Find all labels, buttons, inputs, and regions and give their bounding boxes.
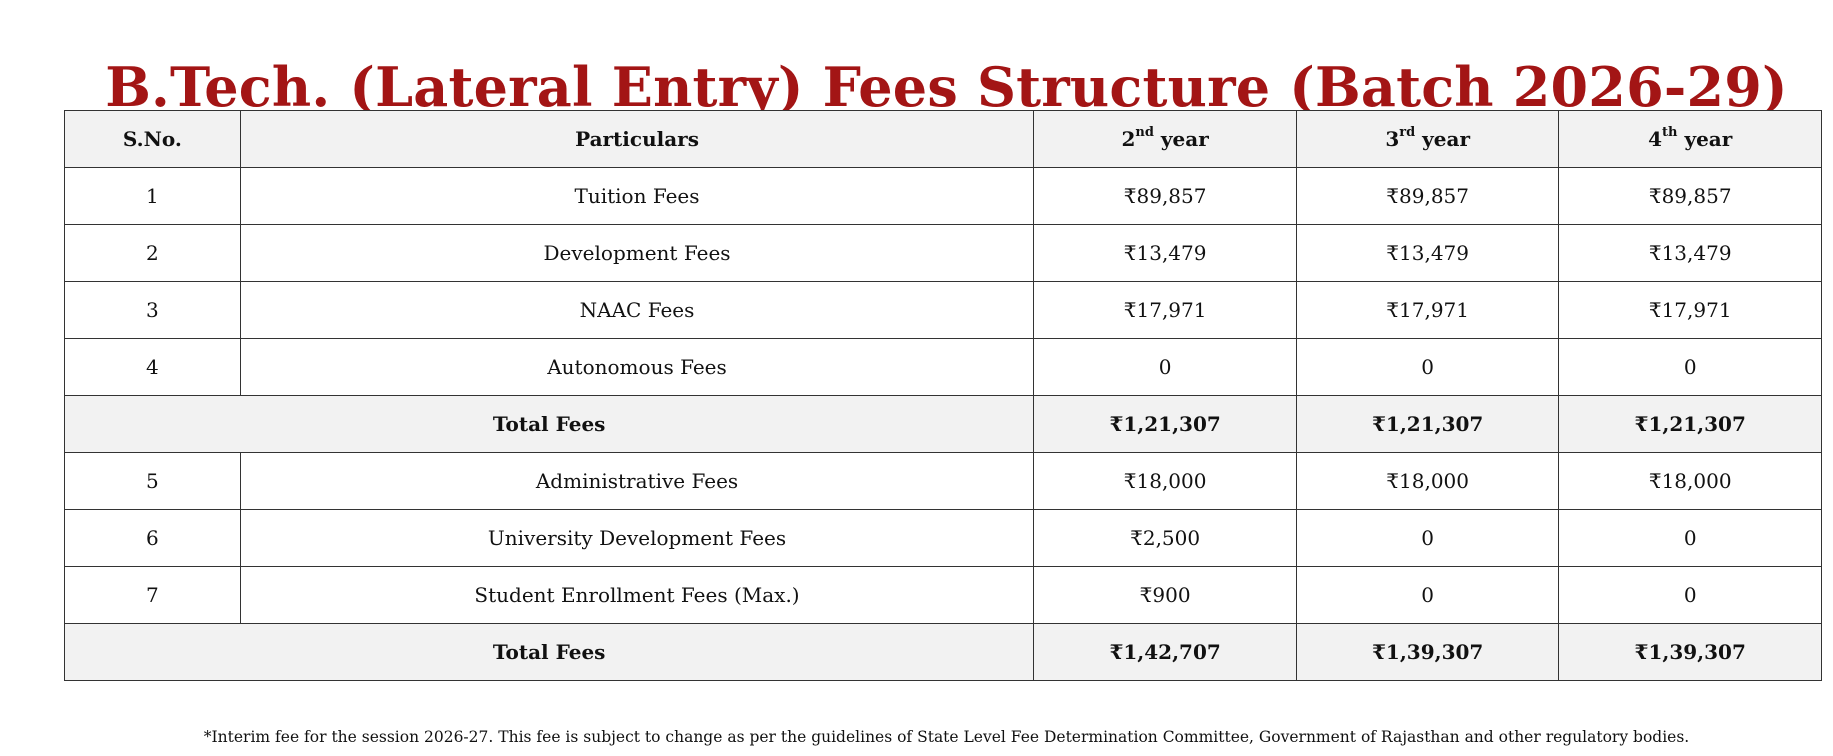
total-year-3: ₹1,21,307 [1295,395,1560,453]
row-particular: Administrative Fees [239,452,1035,510]
row-particular: Student Enrollment Fees (Max.) [239,566,1035,624]
row-year-3-fee: 0 [1295,509,1560,567]
row-year-3-fee: 0 [1295,566,1560,624]
row-year-2-fee: ₹18,000 [1033,452,1297,510]
total-row: Total Fees ₹1,21,307 ₹1,21,307 ₹1,21,307 [63,395,1822,453]
row-sno: 4 [64,338,241,396]
row-sno: 6 [64,509,241,567]
row-year-4-fee: ₹17,971 [1558,281,1822,339]
total-year-2: ₹1,42,707 [1033,623,1297,681]
row-sno: 1 [64,167,241,225]
row-sno: 5 [64,452,241,510]
row-particular: University Development Fees [239,509,1035,567]
row-year-3-fee: 0 [1295,338,1560,396]
table-row: 3 NAAC Fees ₹17,971 ₹17,971 ₹17,971 [64,281,1822,339]
total-label: Total Fees [63,623,1035,681]
row-year-3-fee: ₹18,000 [1295,452,1560,510]
total-year-4: ₹1,21,307 [1558,395,1822,453]
header-year-3-num: 3 [1385,127,1400,151]
header-year-4-sup: th [1662,125,1678,141]
row-year-4-fee: ₹89,857 [1558,167,1822,225]
table-row: 5 Administrative Fees ₹18,000 ₹18,000 ₹1… [64,452,1822,510]
row-year-3-fee: ₹17,971 [1295,281,1560,339]
header-year-3-sup: rd [1399,125,1416,141]
row-year-2-fee: ₹900 [1033,566,1297,624]
table-row: 7 Student Enrollment Fees (Max.) ₹900 0 … [64,566,1822,624]
header-year-4: 4th year [1558,110,1822,168]
row-year-4-fee: ₹18,000 [1558,452,1822,510]
table-row: 1 Tuition Fees ₹89,857 ₹89,857 ₹89,857 [64,167,1822,225]
fees-table: S.No. Particulars 2nd year 3rd year 4th … [63,110,1822,681]
page-title: B.Tech. (Lateral Entry) Fees Structure (… [105,55,1788,120]
row-sno: 7 [64,566,241,624]
row-year-3-fee: ₹13,479 [1295,224,1560,282]
header-year-4-num: 4 [1648,127,1663,151]
header-sno: S.No. [64,110,241,168]
row-particular: Development Fees [239,224,1035,282]
header-year-3: 3rd year [1295,110,1560,168]
table-row: 6 University Development Fees ₹2,500 0 0 [64,509,1822,567]
row-particular: Autonomous Fees [239,338,1035,396]
header-year-3-word: year [1415,127,1470,151]
row-sno: 2 [64,224,241,282]
row-year-2-fee: ₹17,971 [1033,281,1297,339]
row-year-4-fee: 0 [1558,338,1822,396]
footnote: *Interim fee for the session 2026-27. Th… [203,727,1690,746]
header-particulars: Particulars [239,110,1035,168]
total-row: Total Fees ₹1,42,707 ₹1,39,307 ₹1,39,307 [63,623,1822,681]
table-row: 4 Autonomous Fees 0 0 0 [64,338,1822,396]
row-year-2-fee: 0 [1033,338,1297,396]
header-year-2-num: 2 [1121,127,1136,151]
total-year-4: ₹1,39,307 [1558,623,1822,681]
row-year-3-fee: ₹89,857 [1295,167,1560,225]
table-row: 2 Development Fees ₹13,479 ₹13,479 ₹13,4… [64,224,1822,282]
header-year-2: 2nd year [1033,110,1297,168]
row-year-4-fee: ₹13,479 [1558,224,1822,282]
table-header-row: S.No. Particulars 2nd year 3rd year 4th … [64,110,1822,168]
row-year-4-fee: 0 [1558,566,1822,624]
total-label: Total Fees [63,395,1035,453]
header-year-2-sup: nd [1135,125,1154,141]
header-year-4-word: year [1677,127,1733,151]
row-year-2-fee: ₹89,857 [1033,167,1297,225]
row-year-2-fee: ₹13,479 [1033,224,1297,282]
total-year-2: ₹1,21,307 [1033,395,1297,453]
row-year-4-fee: 0 [1558,509,1822,567]
row-sno: 3 [64,281,241,339]
row-particular: Tuition Fees [239,167,1035,225]
header-year-2-word: year [1153,127,1209,151]
row-particular: NAAC Fees [239,281,1035,339]
total-year-3: ₹1,39,307 [1295,623,1560,681]
row-year-2-fee: ₹2,500 [1033,509,1297,567]
